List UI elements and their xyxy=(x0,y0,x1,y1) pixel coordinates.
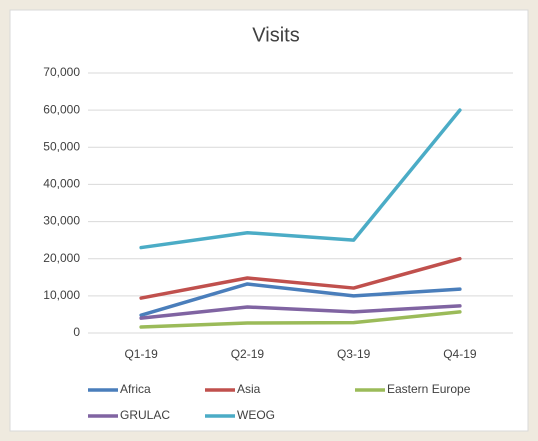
y-tick-label: 60,000 xyxy=(43,102,80,116)
x-tick-label: Q2-19 xyxy=(231,347,265,361)
chart-panel xyxy=(9,9,529,432)
y-tick-label: 40,000 xyxy=(43,177,80,191)
x-tick-label: Q4-19 xyxy=(443,347,477,361)
series-line xyxy=(139,108,462,250)
series-line xyxy=(139,304,462,320)
y-tick-label: 50,000 xyxy=(43,139,80,153)
legend-label: Africa xyxy=(120,382,151,396)
series-line xyxy=(139,282,462,317)
legend-label: Asia xyxy=(237,382,261,396)
series-line xyxy=(139,256,462,300)
x-tick-label: Q3-19 xyxy=(337,347,371,361)
series-line xyxy=(139,310,462,329)
y-tick-label: 0 xyxy=(73,325,80,339)
y-tick-label: 30,000 xyxy=(43,214,80,228)
x-tick-label: Q1-19 xyxy=(124,347,158,361)
legend-label: GRULAC xyxy=(120,408,170,422)
legend-label: Eastern Europe xyxy=(387,382,471,396)
chart-title: Visits xyxy=(252,24,299,46)
y-tick-label: 20,000 xyxy=(43,251,80,265)
y-tick-label: 10,000 xyxy=(43,288,80,302)
legend-label: WEOG xyxy=(237,408,275,422)
y-tick-label: 70,000 xyxy=(43,65,80,79)
